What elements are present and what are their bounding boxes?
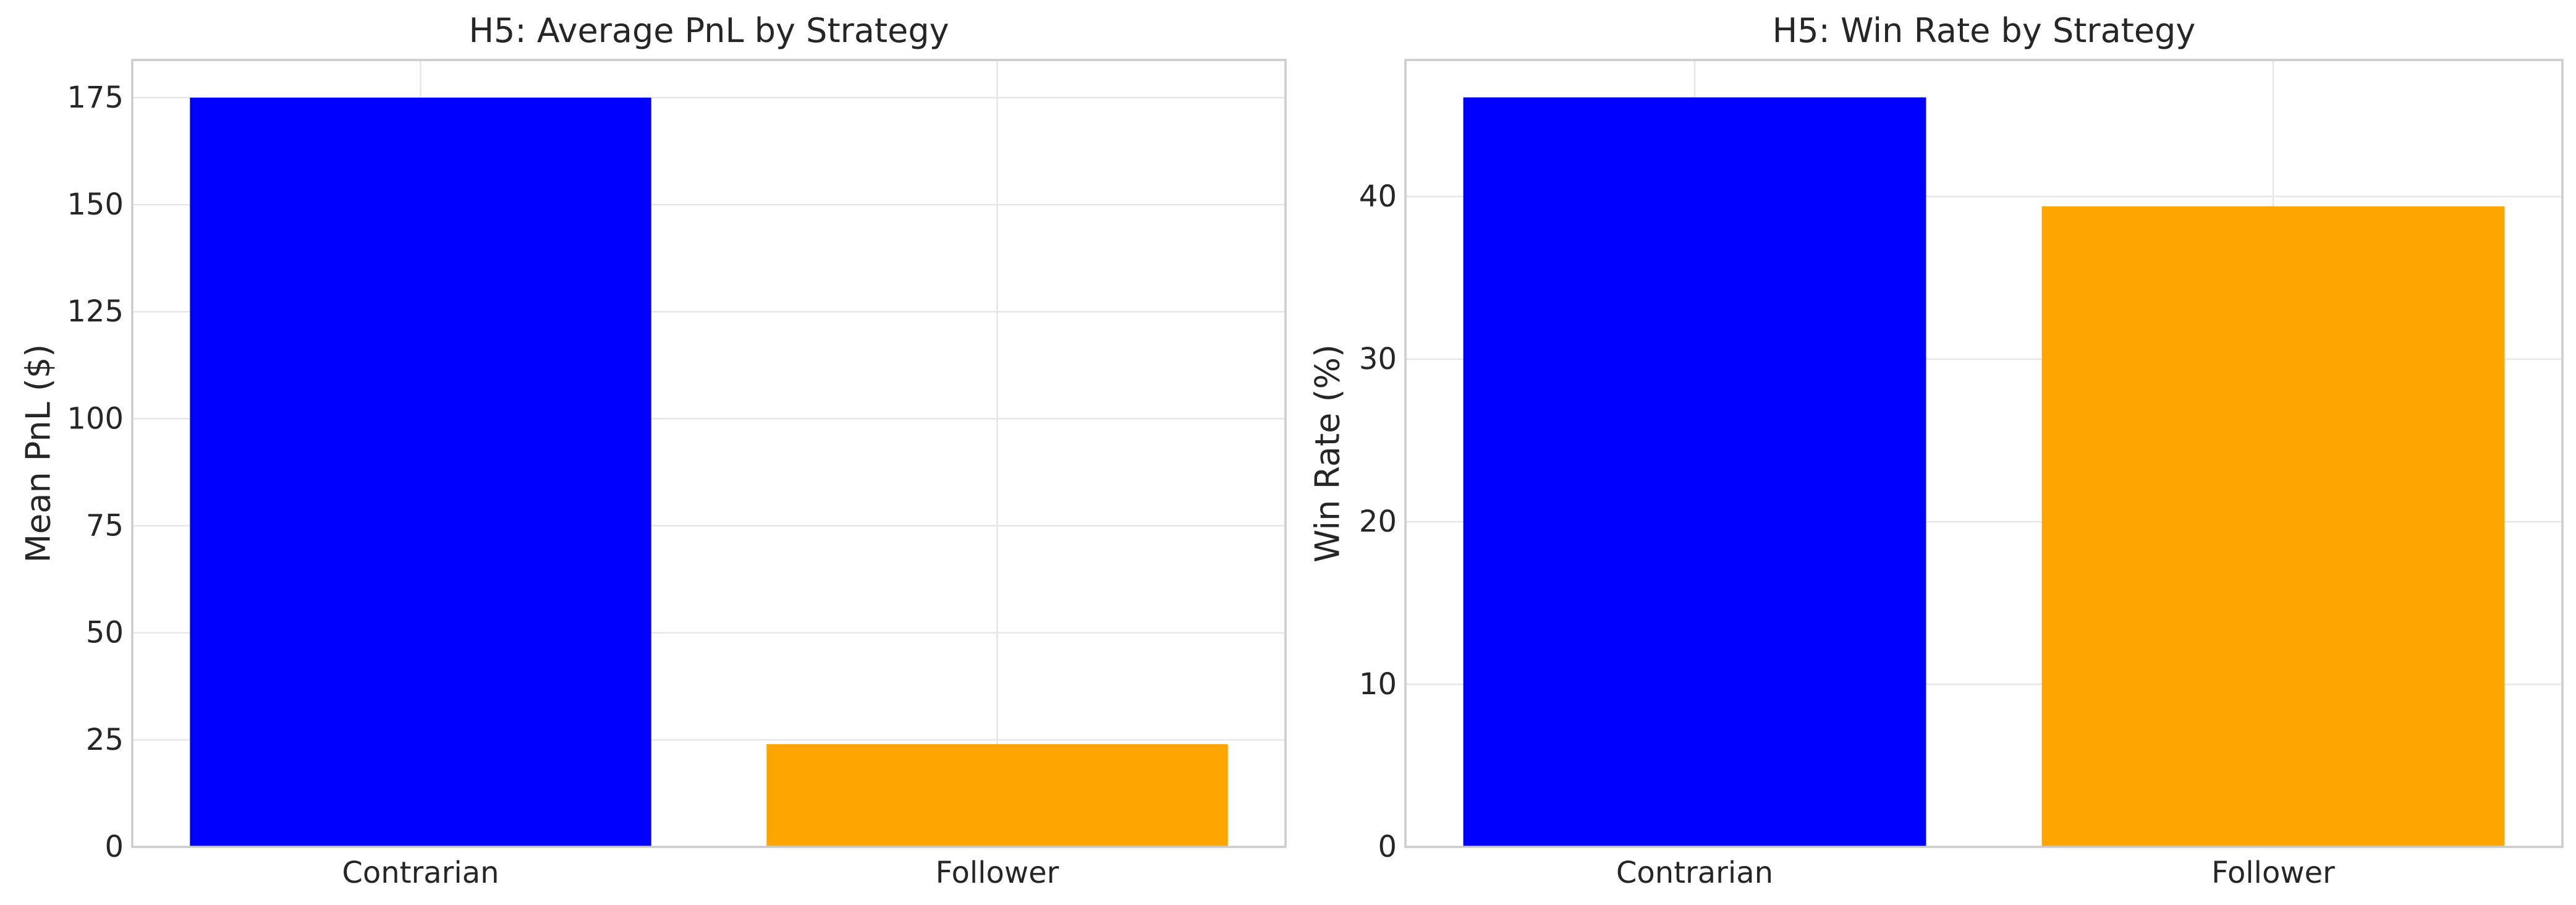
win-rate-xtick-label: Contrarian — [1616, 856, 1773, 890]
avg-pnl-bar-follower — [766, 744, 1228, 847]
win-rate-xtick-label: Follower — [2211, 856, 2335, 890]
win-rate-ytick-label: 40 — [1359, 179, 1397, 214]
win-rate-ytick-label: 10 — [1359, 667, 1397, 702]
avg-pnl-ytick-label: 125 — [67, 294, 124, 329]
win-rate-ytick-label: 30 — [1359, 342, 1397, 376]
win-rate-bar-contrarian — [1463, 97, 1926, 848]
avg-pnl-xtick-label: Follower — [936, 856, 1059, 890]
avg-pnl-y-axis-label: Mean PnL ($) — [19, 344, 58, 563]
avg-pnl-ytick-label: 0 — [104, 830, 124, 864]
avg-pnl-ytick-label: 50 — [86, 616, 124, 650]
avg-pnl-xtick-label: Contrarian — [342, 856, 499, 890]
avg-pnl-ytick-label: 150 — [67, 187, 124, 222]
win-rate-ytick-label: 0 — [1378, 830, 1397, 864]
win-rate-plot-frame — [1404, 59, 2564, 848]
win-rate-bar-follower — [2041, 206, 2505, 848]
avg-pnl-bar-contrarian — [190, 97, 651, 847]
win-rate-ytick-label: 20 — [1359, 504, 1397, 539]
avg-pnl-ytick-label: 100 — [67, 401, 124, 436]
win-rate-chart-title: H5: Win Rate by Strategy — [1773, 11, 2196, 50]
avg-pnl-ytick-label: 25 — [86, 723, 124, 757]
avg-pnl-ytick-label: 175 — [67, 80, 124, 115]
chart-panel-win-rate: 0 10 20 30 40 Contrarian Follower H5: Win Rate … — [1308, 11, 2564, 890]
avg-pnl-ytick-label: 75 — [86, 509, 124, 543]
avg-pnl-plot-frame — [131, 59, 1287, 848]
avg-pnl-chart-title: H5: Average PnL by Strategy — [468, 11, 949, 50]
chart-panel-avg-pnl: 0 25 50 75 100 125 150 175 Contrarian Follower H5:… — [19, 11, 1287, 890]
win-rate-y-axis-label: Win Rate (%) — [1308, 344, 1347, 563]
